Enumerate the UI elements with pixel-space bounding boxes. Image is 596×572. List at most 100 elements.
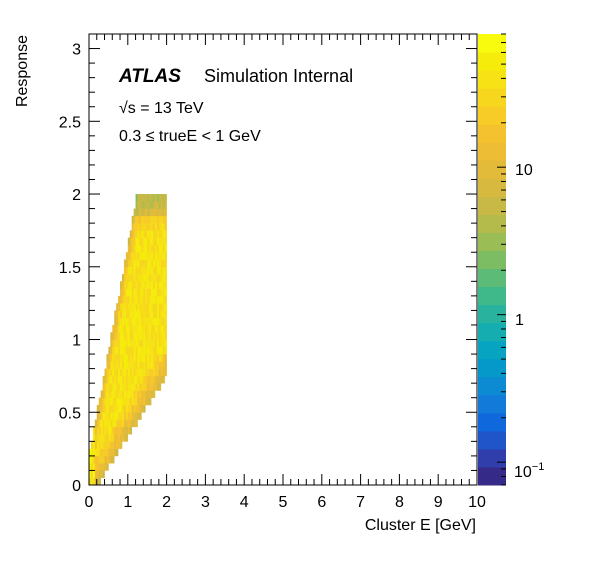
- heatmap-cell: [125, 288, 129, 297]
- heatmap-cell: [96, 455, 99, 464]
- heatmap-cell: [118, 310, 121, 318]
- heatmap-cell: [135, 324, 138, 333]
- heatmap-cell: [110, 346, 113, 355]
- heatmap-cell: [149, 375, 152, 384]
- heatmap-cell: [118, 354, 121, 362]
- heatmap-cell: [153, 244, 156, 253]
- heatmap-cell: [112, 412, 115, 420]
- x-tick-label: 3: [201, 494, 210, 511]
- heatmap-cell: [158, 244, 162, 253]
- heatmap-cell: [145, 346, 148, 355]
- heatmap-cell: [149, 332, 152, 340]
- heatmap-cell: [106, 412, 109, 420]
- heatmap-cell: [120, 281, 123, 289]
- heatmap-cell: [137, 266, 140, 275]
- heatmap-cell: [129, 404, 132, 413]
- heatmap-cell: [156, 368, 160, 377]
- heatmap-cell: [160, 194, 164, 202]
- heatmap-cell: [118, 412, 121, 420]
- heatmap-cell: [143, 215, 146, 224]
- heatmap-cell: [121, 274, 125, 282]
- heatmap-cell: [162, 317, 165, 326]
- heatmap-cell: [127, 274, 131, 282]
- heatmap-cell: [149, 201, 152, 209]
- heatmap-cell: [98, 419, 101, 428]
- heatmap-cell: [90, 455, 94, 464]
- heatmap-cell: [151, 339, 154, 348]
- heatmap-cell: [123, 397, 127, 406]
- heatmap-cell: [108, 419, 111, 428]
- heatmap-cell: [145, 375, 148, 384]
- heatmap-cell: [141, 390, 144, 399]
- heatmap-cell: [131, 266, 134, 275]
- heatmap-cell: [110, 434, 113, 442]
- heatmap-cell: [127, 295, 131, 304]
- heatmap-cell: [131, 310, 134, 318]
- heatmap-cell: [120, 324, 123, 333]
- heatmap-cell: [100, 397, 103, 406]
- heatmap-cell: [156, 288, 160, 297]
- heatmap-cell: [100, 455, 103, 464]
- heatmap-cell: [131, 223, 134, 231]
- heatmap-cell: [135, 288, 138, 297]
- heatmap-cell: [98, 404, 101, 413]
- heatmap-cell: [120, 404, 123, 413]
- heatmap-cell: [151, 383, 154, 391]
- y-axis-label: Response: [14, 35, 31, 107]
- heatmap-cell: [121, 303, 125, 311]
- heatmap-cell: [153, 317, 156, 326]
- heatmap-cell: [102, 412, 105, 420]
- heatmap-cell: [121, 281, 125, 289]
- heatmap-cell: [127, 375, 131, 384]
- heatmap-cell: [151, 346, 154, 355]
- heatmap-cell: [147, 288, 150, 297]
- heatmap-cell: [106, 419, 109, 428]
- heatmap-cell: [145, 215, 148, 224]
- heatmap-cell: [143, 295, 146, 304]
- heatmap-cell: [118, 426, 121, 435]
- heatmap-cell: [164, 368, 167, 377]
- heatmap-cell: [164, 281, 167, 289]
- heatmap-cell: [135, 419, 138, 428]
- heatmap-cell: [114, 390, 117, 399]
- heatmap-cell: [147, 324, 150, 333]
- heatmap-cell: [143, 259, 146, 268]
- heatmap-cell: [125, 412, 129, 420]
- heatmap-cell: [160, 274, 164, 282]
- heatmap-cell: [106, 368, 109, 377]
- heatmap-cell: [149, 346, 152, 355]
- heatmap-cell: [100, 434, 103, 442]
- heatmap-cell: [151, 368, 154, 377]
- heatmap-cell: [131, 324, 134, 333]
- y-tick-label: 1.5: [59, 260, 81, 277]
- heatmap-cell: [116, 419, 119, 428]
- heatmap-cell: [141, 339, 144, 348]
- heatmap-cell: [114, 404, 117, 413]
- heatmap-cell: [131, 237, 134, 246]
- heatmap-cell: [153, 223, 156, 231]
- heatmap-cell: [151, 194, 154, 202]
- heatmap-cell: [147, 346, 150, 355]
- heatmap-cell: [106, 434, 109, 442]
- x-tick-label: 8: [395, 494, 404, 511]
- heatmap-cell: [123, 426, 127, 435]
- heatmap-cell: [141, 332, 144, 340]
- heatmap-cell: [127, 426, 131, 435]
- heatmap-cell: [145, 252, 148, 260]
- heatmap-cell: [158, 274, 162, 282]
- heatmap-cell: [149, 194, 152, 202]
- heatmap-cell: [125, 303, 129, 311]
- heatmap-cell: [160, 288, 164, 297]
- y-tick-label: 0.5: [59, 405, 81, 422]
- heatmap-cell: [102, 397, 105, 406]
- heatmap-cell: [156, 274, 160, 282]
- heatmap-cell: [158, 201, 162, 209]
- heatmap-cell: [151, 208, 154, 217]
- heatmap-cell: [108, 346, 111, 355]
- heatmap-cell: [153, 237, 156, 246]
- heatmap-cell: [123, 419, 127, 428]
- heatmap-cell: [160, 223, 164, 231]
- heatmap-cell: [147, 383, 150, 391]
- heatmap-cell: [154, 368, 158, 377]
- heatmap-cell: [154, 383, 158, 391]
